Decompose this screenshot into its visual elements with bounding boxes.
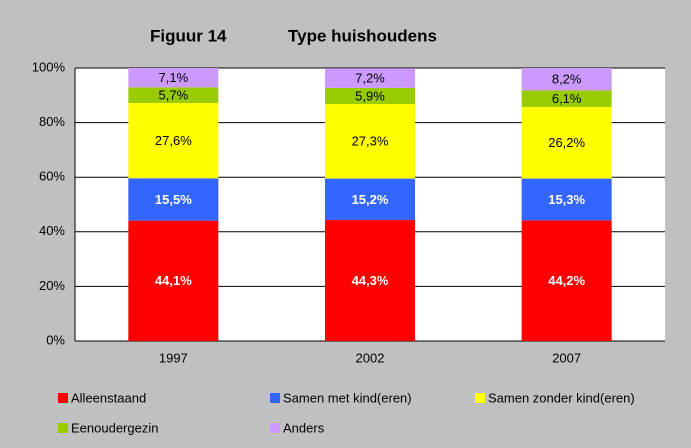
data-label: 7,2% <box>355 71 385 86</box>
legend-swatch <box>475 393 485 403</box>
data-label: 5,9% <box>355 88 385 103</box>
legend-label: Samen zonder kind(eren) <box>488 390 635 405</box>
data-label: 44,1% <box>155 273 192 288</box>
data-label: 7,1% <box>159 70 189 85</box>
y-tick-label: 100% <box>32 59 66 74</box>
bar-segment <box>521 107 612 179</box>
legend-swatch <box>270 393 280 403</box>
data-label: 26,2% <box>548 135 585 150</box>
bar-segment <box>128 87 219 103</box>
chart-title: Type huishoudens <box>288 26 437 45</box>
bar-segment <box>521 220 612 341</box>
legend-swatch <box>58 393 68 403</box>
bar-segment <box>128 178 219 221</box>
bar-segment <box>128 220 219 341</box>
data-label: 27,3% <box>352 134 389 149</box>
data-label: 15,5% <box>155 192 192 207</box>
bar-segment <box>325 220 415 341</box>
legend-swatch <box>270 423 280 433</box>
data-label: 15,3% <box>548 192 585 207</box>
y-tick-label: 40% <box>39 223 65 238</box>
legend-label: Alleenstaand <box>71 390 146 405</box>
figure-label: Figuur 14 <box>150 26 227 45</box>
data-label: 27,6% <box>155 133 192 148</box>
data-label: 15,2% <box>352 192 389 207</box>
y-tick-label: 0% <box>46 332 65 347</box>
x-tick-label: 2007 <box>552 350 581 365</box>
bar-segment <box>325 178 415 221</box>
bar-segment <box>325 68 415 88</box>
data-label: 5,7% <box>159 88 189 103</box>
data-label: 44,2% <box>548 273 585 288</box>
legend-label: Anders <box>283 420 325 435</box>
legend-swatch <box>58 423 68 433</box>
y-tick-label: 80% <box>39 114 65 129</box>
bar-segment <box>128 102 219 179</box>
x-tick-label: 2002 <box>356 350 385 365</box>
bar-segment <box>521 68 612 91</box>
legend-label: Eenoudergezin <box>71 420 158 435</box>
legend-label: Samen met kind(eren) <box>283 390 412 405</box>
data-label: 6,1% <box>552 91 582 106</box>
bar-segment <box>521 178 612 221</box>
x-tick-label: 1997 <box>159 350 188 365</box>
y-tick-label: 20% <box>39 278 65 293</box>
data-label: 8,2% <box>552 72 582 87</box>
bar-segment <box>128 68 219 88</box>
data-label: 44,3% <box>352 273 389 288</box>
bar-segment <box>325 104 415 179</box>
bar-segment <box>325 87 415 105</box>
y-tick-label: 60% <box>39 169 65 184</box>
bar-segment <box>521 90 612 108</box>
